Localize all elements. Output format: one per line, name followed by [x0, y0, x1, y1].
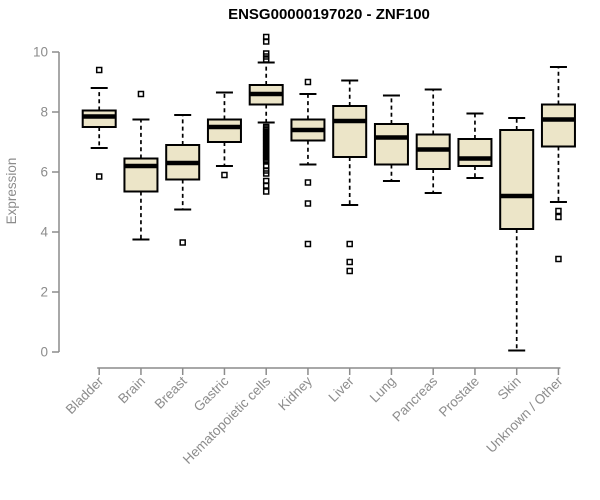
- box-hematopoietic-cells: [248, 33, 284, 195]
- x-category-label: Kidney: [275, 373, 315, 413]
- x-category-label: Breast: [152, 373, 190, 411]
- x-category-label: Prostate: [436, 374, 482, 420]
- outlier-point: [555, 207, 562, 215]
- box-kidney: [290, 78, 326, 248]
- iqr-box: [373, 123, 409, 166]
- x-category-label: Pancreas: [389, 373, 440, 424]
- iqr-box: [332, 105, 368, 158]
- box-pancreas: [415, 88, 451, 194]
- x-category-label: Lung: [367, 374, 399, 406]
- iqr-box: [123, 157, 159, 193]
- outlier-point: [262, 182, 270, 189]
- box-lung: [373, 94, 409, 182]
- y-tick-label: 2: [40, 285, 48, 300]
- outlier-point: [304, 240, 312, 248]
- y-tick-label: 0: [40, 345, 48, 360]
- x-category-label: Skin: [495, 374, 524, 403]
- outlier-point: [262, 170, 270, 177]
- x-category-label: Gastric: [191, 373, 232, 414]
- box-bladder: [81, 66, 117, 180]
- box-skin: [499, 117, 535, 352]
- outlier-point: [304, 179, 312, 186]
- outlier-point: [262, 188, 270, 195]
- y-axis-label: Expression: [4, 158, 19, 225]
- box-breast: [165, 114, 201, 246]
- y-axis: 0 2 4 6 8 10: [33, 45, 60, 360]
- outlier-point: [262, 38, 270, 45]
- x-category-label: Brain: [115, 374, 148, 407]
- box-gastric: [206, 91, 242, 179]
- box-liver: [332, 79, 368, 275]
- iqr-box: [540, 103, 576, 148]
- box-prostate: [457, 112, 493, 179]
- iqr-box: [206, 118, 242, 143]
- outlier-point: [346, 240, 353, 248]
- outlier-point: [555, 255, 562, 263]
- box-unknown-other: [540, 66, 576, 263]
- chart-title: ENSG00000197020 - ZNF100: [228, 6, 430, 23]
- x-category-label: Liver: [326, 373, 358, 405]
- outlier-point: [346, 267, 353, 275]
- outlier-point: [221, 171, 228, 179]
- outlier-point: [304, 78, 312, 86]
- outlier-point: [262, 56, 270, 63]
- outlier-point: [137, 90, 145, 98]
- outlier-point: [95, 66, 103, 74]
- outlier-point: [304, 200, 312, 207]
- y-tick-label: 6: [40, 165, 48, 180]
- box-brain: [123, 90, 159, 241]
- y-tick-label: 4: [40, 225, 48, 240]
- boxplot-series: [81, 33, 576, 352]
- outlier-point: [179, 239, 186, 246]
- iqr-box: [457, 138, 493, 167]
- outlier-point: [555, 213, 562, 221]
- y-tick-label: 8: [40, 105, 48, 120]
- iqr-box: [499, 129, 535, 230]
- outlier-point: [95, 173, 103, 180]
- y-tick-label: 10: [33, 45, 48, 60]
- outlier-point: [346, 258, 353, 266]
- x-category-label: Bladder: [63, 373, 107, 417]
- x-category-label: Unknown / Other: [483, 373, 566, 456]
